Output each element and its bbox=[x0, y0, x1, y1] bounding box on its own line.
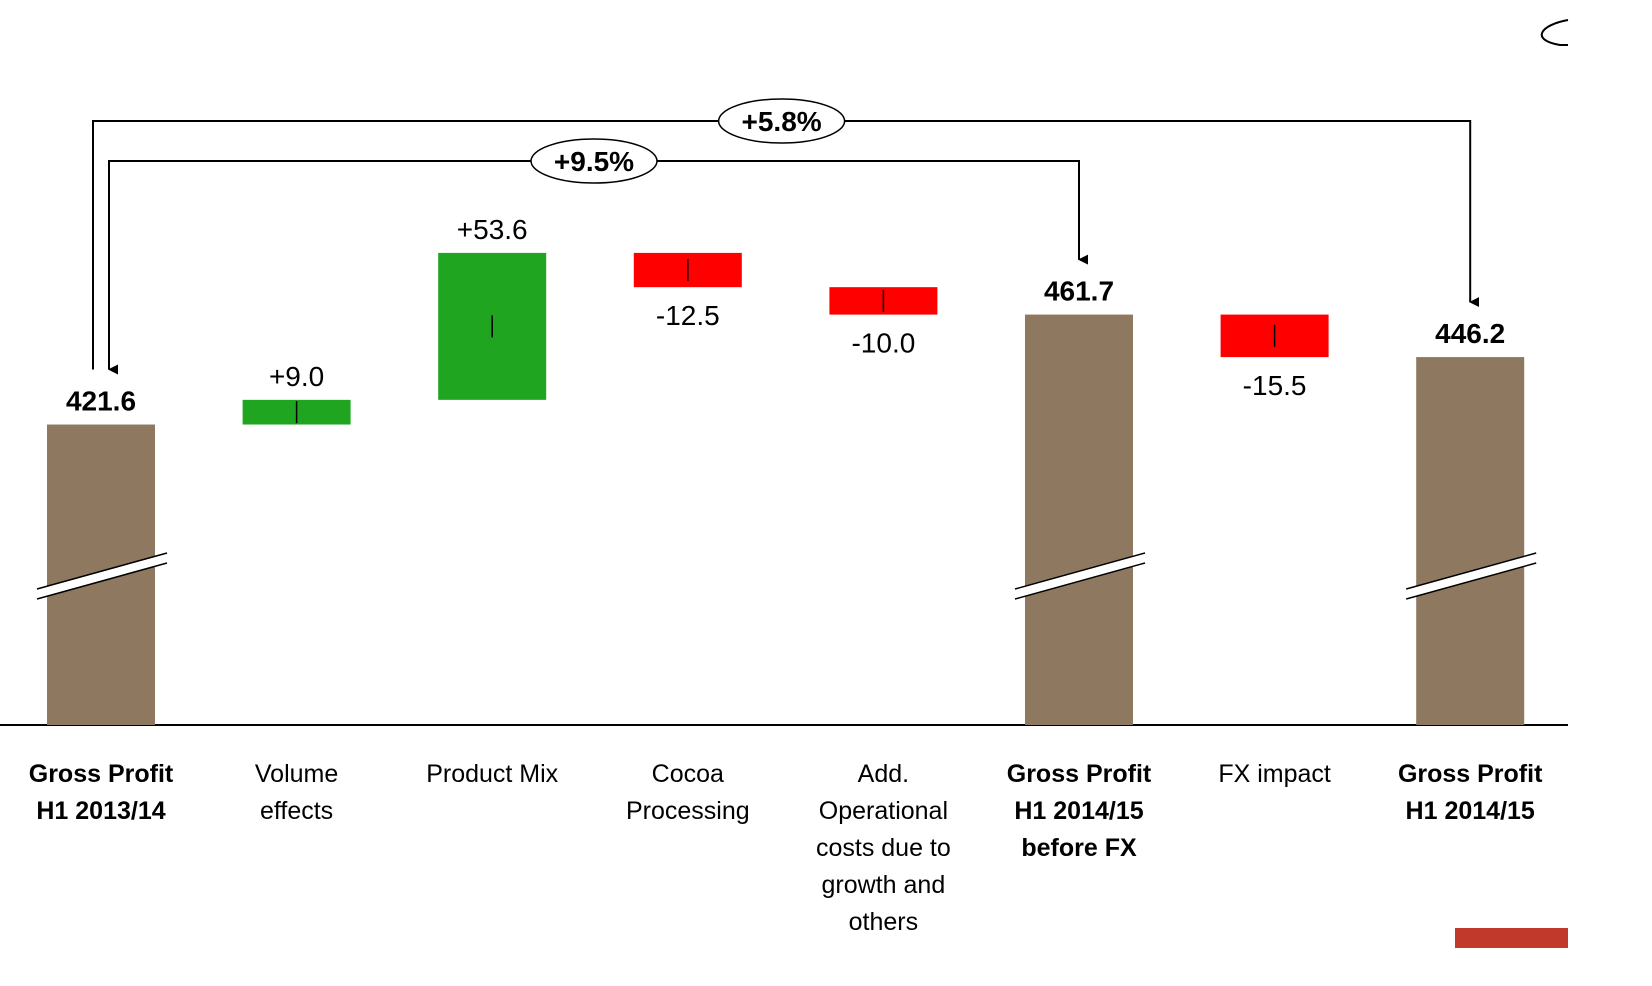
value-label: -12.5 bbox=[656, 300, 720, 331]
axis-break bbox=[1406, 553, 1537, 599]
total-label: 461.7 bbox=[1044, 276, 1114, 307]
x-tick-label: Gross Profit H1 2013/14 bbox=[28, 760, 174, 825]
growth-label: +5.8% bbox=[742, 106, 822, 137]
total-label: 446.2 bbox=[1435, 318, 1505, 349]
x-tick-label: Cocoa Processing bbox=[625, 760, 750, 825]
axis-break-line bbox=[1405, 552, 1537, 590]
growth-label: +9.5% bbox=[554, 146, 634, 177]
x-tick-label: Product Mix bbox=[426, 760, 559, 788]
axis-break-line bbox=[1405, 562, 1537, 600]
decoration bbox=[1540, 19, 1569, 46]
value-label: -15.5 bbox=[1243, 370, 1307, 401]
axis-break-line bbox=[1014, 562, 1146, 600]
logo bbox=[1455, 928, 1568, 948]
growth-badge bbox=[717, 98, 846, 144]
x-tick-label: Add. Operational costs due to growth and… bbox=[815, 760, 951, 936]
axis-break-line bbox=[36, 562, 168, 600]
value-label: +53.6 bbox=[457, 214, 528, 245]
value-label: -10.0 bbox=[851, 328, 915, 359]
growth-bracket bbox=[108, 160, 1088, 375]
x-tick-label: Gross Profit H1 2014/15 before FX bbox=[1006, 760, 1152, 862]
value-label: +9.0 bbox=[269, 361, 324, 392]
growth-badge bbox=[530, 138, 658, 184]
axis-break bbox=[37, 553, 167, 599]
bar bbox=[1416, 357, 1525, 725]
total-label: 421.6 bbox=[66, 386, 136, 417]
x-tick-label: Gross Profit H1 2014/15 bbox=[1397, 760, 1543, 825]
x-tick-label: Volume effects bbox=[254, 760, 339, 825]
axis-break-line bbox=[1014, 552, 1146, 590]
axis-break-line bbox=[36, 552, 168, 590]
bar bbox=[1025, 314, 1133, 725]
axis-break bbox=[1015, 553, 1145, 599]
x-tick-label: FX impact bbox=[1218, 760, 1331, 788]
